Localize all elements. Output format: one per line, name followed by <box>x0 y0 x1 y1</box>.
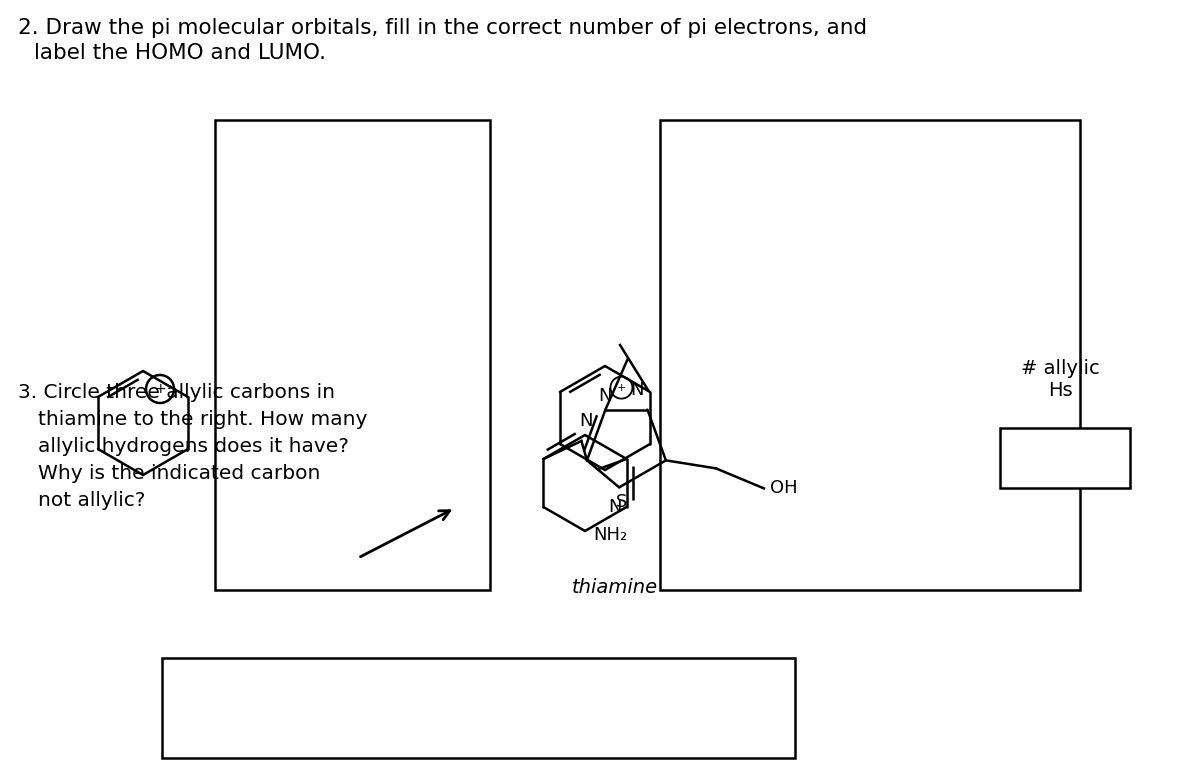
Text: N: N <box>599 386 612 404</box>
Text: label the HOMO and LUMO.: label the HOMO and LUMO. <box>34 43 326 63</box>
Text: thiamine to the right. How many: thiamine to the right. How many <box>38 410 367 429</box>
Text: +: + <box>155 382 166 396</box>
Bar <box>162 658 796 758</box>
Text: # allylic: # allylic <box>1021 359 1099 378</box>
Text: Why is the indicated carbon: Why is the indicated carbon <box>38 464 320 483</box>
Text: not allylic?: not allylic? <box>38 491 145 510</box>
Text: S: S <box>616 493 626 512</box>
Text: +: + <box>617 383 626 393</box>
Text: N: N <box>608 498 622 516</box>
Text: 2. Draw the pi molecular orbitals, fill in the correct number of pi electrons, a: 2. Draw the pi molecular orbitals, fill … <box>18 18 868 38</box>
Bar <box>1000 428 1130 488</box>
Text: allylic hydrogens does it have?: allylic hydrogens does it have? <box>38 437 349 456</box>
Bar <box>660 120 1080 590</box>
Text: N: N <box>630 381 644 399</box>
Text: Hs: Hs <box>1048 381 1073 400</box>
Text: thiamine: thiamine <box>572 578 658 597</box>
Bar <box>215 120 490 590</box>
Text: 3. Circle three allylic carbons in: 3. Circle three allylic carbons in <box>18 383 335 402</box>
Text: N: N <box>580 412 593 430</box>
Text: NH₂: NH₂ <box>593 526 628 544</box>
Text: OH: OH <box>770 479 798 497</box>
